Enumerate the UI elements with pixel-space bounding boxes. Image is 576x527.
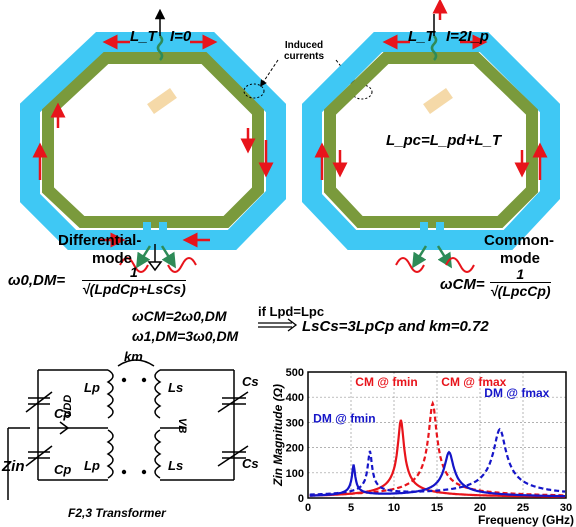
x-tick-label: 5 <box>348 502 354 514</box>
y-tick-label: 500 <box>286 367 304 379</box>
x-tick-label: 15 <box>431 502 443 514</box>
cp-top-label: Cp <box>54 406 72 421</box>
left-green-arrows <box>136 245 176 269</box>
y-tick-label: 400 <box>286 392 304 404</box>
dm-label-line2: mode <box>92 250 133 267</box>
x-axis-label: Frequency (GHz) <box>478 513 574 527</box>
w0dm-num: 1 <box>82 264 186 281</box>
cm-label-line1: Common- <box>484 232 554 249</box>
y-axis-label: Zin Magnitude (Ω) <box>271 384 285 487</box>
right-sine-b <box>445 257 475 273</box>
cs-top-label: Cs <box>242 374 259 389</box>
chart-annotation: CM @ fmin <box>355 375 417 389</box>
right-outer-ring <box>302 32 560 250</box>
chart-annotation: DM @ fmin <box>313 411 375 425</box>
wcm-relation: ωCM=2ω0,DM <box>132 308 227 324</box>
right-green-arrows <box>412 245 452 269</box>
right-inductor <box>430 35 438 61</box>
cs-bottom-label: Cs <box>242 456 259 471</box>
left-ring <box>20 8 286 273</box>
right-current-label: I=2I_p <box>446 28 489 45</box>
w0dm-den: √(LpdCp+LsCs) <box>82 281 186 297</box>
left-sine-b <box>167 257 197 273</box>
result-equation: LsCs=3LpCp and km=0.72 <box>302 318 489 335</box>
left-inductor <box>156 35 164 61</box>
wcm-num: 1 <box>490 266 551 283</box>
right-sine-a <box>395 257 425 273</box>
right-inner-ring <box>324 52 538 228</box>
left-current-label: I=0 <box>170 28 192 45</box>
zin-label: Zin <box>2 458 25 475</box>
series-line <box>309 419 566 498</box>
y-tick-label: 0 <box>298 493 304 505</box>
chart-annotation: DM @ fmax <box>484 386 549 400</box>
left-lt-label: L_T <box>130 28 157 45</box>
right-lt-label: L_T <box>408 28 435 45</box>
series-line <box>309 427 566 496</box>
induced-currents-label: Induced currents <box>283 40 324 62</box>
w0dm-fraction: 1 √(LpdCp+LsCs) <box>82 264 186 297</box>
dm-label-line1: Differential- <box>58 232 142 249</box>
wcm-fraction: 1 √(LpcCp) <box>490 266 551 299</box>
left-sine-a <box>119 257 149 273</box>
cp-bottom-label: Cp <box>54 462 72 477</box>
wcm-lhs: ωCM= <box>440 276 485 293</box>
y-tick-label: 300 <box>286 417 304 429</box>
km-label: km <box>124 349 143 364</box>
wcm-den: √(LpcCp) <box>490 283 551 299</box>
w1dm-relation: ω1,DM=3ω0,DM <box>132 328 239 344</box>
x-tick-label: 0 <box>305 502 311 514</box>
y-tick-label: 100 <box>286 468 304 480</box>
schematic <box>7 359 249 500</box>
x-tick-label: 20 <box>474 502 486 514</box>
schematic-caption: F2,3 Transformer <box>68 506 166 520</box>
left-outer-ring <box>20 32 286 250</box>
lp-top-label: Lp <box>84 380 100 395</box>
x-tick-label: 30 <box>560 502 572 514</box>
cm-label-line2: mode <box>500 250 541 267</box>
y-tick-label: 200 <box>286 443 304 455</box>
x-tick-label: 10 <box>388 502 400 514</box>
x-tick-label: 25 <box>517 502 529 514</box>
w0dm-lhs: ω0,DM= <box>8 272 66 289</box>
primary-coil <box>106 369 114 479</box>
secondary-coil <box>154 369 162 479</box>
right-inner-equation: L_pc=L_pd+L_T <box>386 132 502 149</box>
left-feed <box>143 222 151 244</box>
induced-ellipse-left <box>243 83 265 99</box>
right-red-arrows <box>314 0 548 180</box>
left-red-arrows <box>32 34 274 248</box>
series-line <box>309 450 566 498</box>
ls-top-label: Ls <box>168 380 184 395</box>
right-ring <box>302 0 560 273</box>
vb-label: VB <box>176 418 188 434</box>
lp-bottom-label: Lp <box>84 458 100 473</box>
plot-frame <box>307 371 567 499</box>
left-inner-ring <box>42 52 264 228</box>
chart-annotation: CM @ fmax <box>441 375 506 389</box>
vdd-label: VDD <box>62 394 74 418</box>
condition-label: if Lpd=Lpc <box>258 304 325 319</box>
ls-bottom-label: Ls <box>168 458 184 473</box>
